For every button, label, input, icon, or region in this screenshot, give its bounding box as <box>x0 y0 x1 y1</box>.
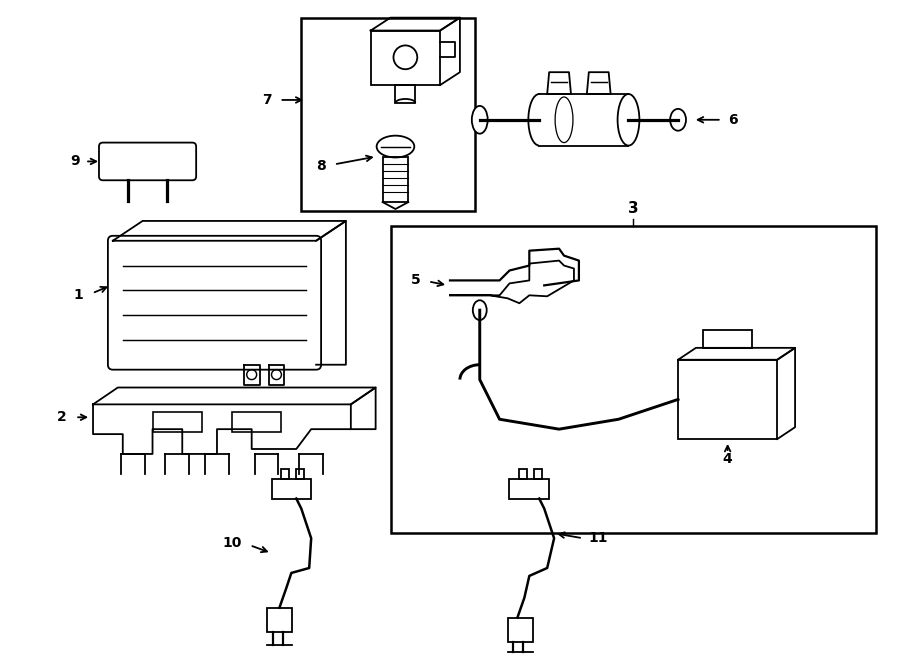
Bar <box>539 94 628 145</box>
Text: 10: 10 <box>222 536 242 550</box>
Text: 5: 5 <box>410 274 420 288</box>
Bar <box>703 330 752 348</box>
Bar <box>382 157 409 202</box>
Bar <box>678 360 778 439</box>
Text: 3: 3 <box>628 201 639 216</box>
Bar <box>395 85 415 103</box>
Ellipse shape <box>617 94 639 145</box>
Bar <box>391 226 877 533</box>
Text: 7: 7 <box>262 93 272 107</box>
Ellipse shape <box>528 94 550 145</box>
Bar <box>508 617 534 642</box>
Ellipse shape <box>670 109 686 131</box>
Bar <box>266 607 292 633</box>
Text: 9: 9 <box>70 155 80 169</box>
Bar <box>302 18 475 211</box>
Bar <box>509 479 549 498</box>
Text: 4: 4 <box>723 452 733 466</box>
Bar <box>371 30 440 85</box>
Bar <box>519 469 527 479</box>
Text: 8: 8 <box>316 159 326 173</box>
Text: 11: 11 <box>589 531 608 545</box>
Text: 1: 1 <box>73 288 83 302</box>
Text: 2: 2 <box>57 410 67 424</box>
Bar <box>272 479 311 498</box>
Bar <box>152 412 202 432</box>
Bar <box>296 469 304 479</box>
Bar <box>282 469 290 479</box>
Bar <box>535 469 542 479</box>
Ellipse shape <box>472 106 488 134</box>
Bar <box>232 412 282 432</box>
Text: 6: 6 <box>727 113 737 127</box>
